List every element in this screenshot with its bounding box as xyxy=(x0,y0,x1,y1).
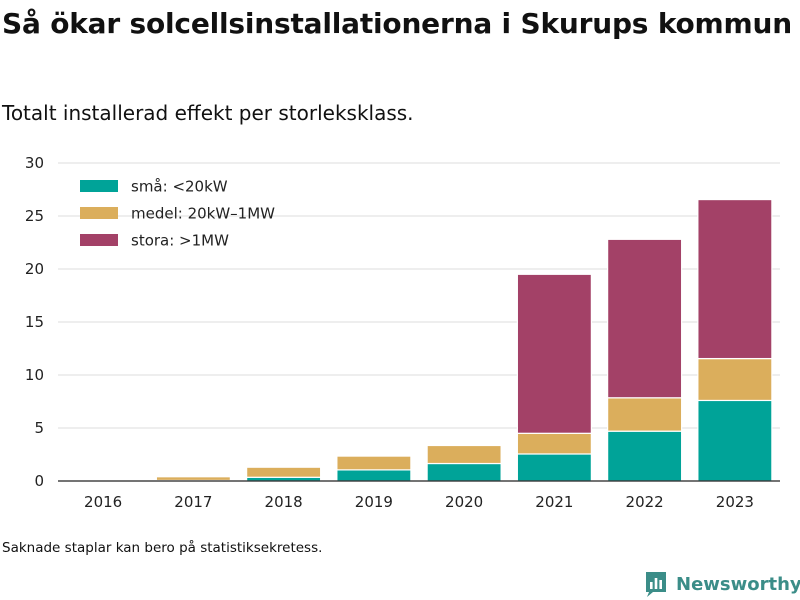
bar-segment xyxy=(697,357,773,402)
bar-segment xyxy=(607,238,683,399)
x-tick-label: 2016 xyxy=(84,493,122,511)
x-tick-label: 2018 xyxy=(265,493,303,511)
x-tick-label: 2017 xyxy=(174,493,212,511)
bar-segment xyxy=(336,469,412,482)
bar-segment xyxy=(697,399,773,482)
x-tick-label: 2022 xyxy=(626,493,664,511)
bar-segment xyxy=(155,476,231,482)
bar-segment xyxy=(607,397,683,432)
legend-swatch xyxy=(80,234,118,246)
y-tick-label: 20 xyxy=(25,260,44,278)
bar-segment xyxy=(426,444,502,465)
brand-logo: Newsworthy xyxy=(644,570,800,598)
y-tick-label: 30 xyxy=(25,154,44,172)
newsworthy-logo-icon xyxy=(646,572,666,597)
x-tick-label: 2019 xyxy=(355,493,393,511)
bar-segment xyxy=(426,462,502,482)
y-tick-label: 15 xyxy=(25,313,44,331)
brand-name: Newsworthy xyxy=(676,573,800,595)
y-tick-label: 25 xyxy=(25,207,44,225)
stacked-bar-chart: 0 5 10 15 20 25 30 2016 2017 2018 2019 2020 2021 2022… xyxy=(25,154,780,511)
bar-segment xyxy=(336,455,412,471)
legend-label: medel: 20kW–1MW xyxy=(131,205,275,223)
bar-segment xyxy=(516,432,592,455)
y-tick-label: 0 xyxy=(34,472,44,490)
x-tick-label: 2021 xyxy=(535,493,573,511)
legend-label: små: <20kW xyxy=(131,178,228,196)
y-tick-label: 5 xyxy=(34,419,44,437)
legend-label: stora: >1MW xyxy=(131,232,229,250)
chart-subtitle: Totalt installerad effekt per storlekskl… xyxy=(2,101,414,125)
chart-title: Så ökar solcellsinstallationerna i Skuru… xyxy=(2,7,792,40)
footnote: Saknade staplar kan bero på statistiksek… xyxy=(2,540,323,556)
y-tick-label: 10 xyxy=(25,366,44,384)
x-tick-label: 2023 xyxy=(716,493,754,511)
bar-segment xyxy=(607,430,683,482)
x-tick-label: 2020 xyxy=(445,493,483,511)
legend-swatch xyxy=(80,180,118,192)
bar-segment xyxy=(516,273,592,434)
bar-segment xyxy=(516,453,592,482)
bar-segment xyxy=(697,198,773,360)
legend-swatch xyxy=(80,207,118,219)
bar-segment xyxy=(246,466,322,478)
